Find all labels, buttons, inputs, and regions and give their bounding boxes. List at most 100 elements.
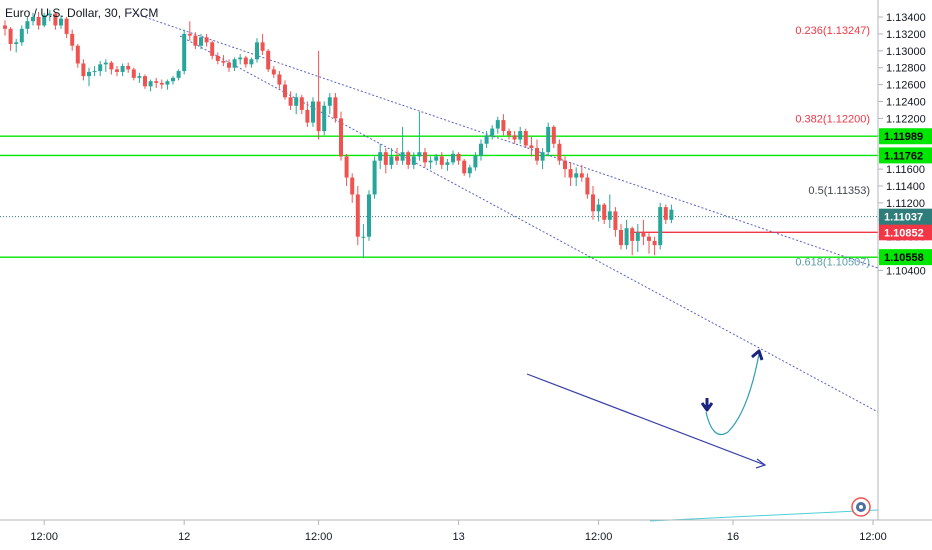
candle-body	[635, 232, 640, 241]
candle-body	[630, 228, 635, 241]
candle-body	[658, 207, 663, 246]
candle-body	[591, 194, 595, 212]
x-tick-label: 12:00	[305, 531, 333, 543]
candle-body	[171, 77, 175, 82]
price-axis-bg[interactable]	[878, 0, 932, 550]
y-tick-label: 1.10400	[886, 266, 926, 278]
candle-body	[53, 13, 58, 26]
x-tick-label: 16	[727, 531, 739, 543]
candle-body	[59, 18, 63, 26]
y-tick-label: 1.12800	[886, 63, 926, 75]
candle-body	[159, 82, 164, 85]
candle-body	[98, 64, 103, 72]
candle-body	[439, 156, 444, 165]
candle-body	[507, 131, 511, 136]
candle-body	[210, 42, 215, 56]
settings-icon[interactable]	[851, 497, 871, 517]
projection-arrowhead	[751, 349, 764, 361]
candle-body	[243, 57, 248, 65]
projection-curve[interactable]	[705, 353, 760, 436]
fib-label: 0.382(1.12200)	[795, 113, 870, 125]
candle-body	[647, 236, 651, 241]
candle-body	[109, 62, 114, 70]
candle-body	[456, 153, 461, 161]
candle-body	[115, 69, 119, 72]
candle-body	[271, 69, 276, 75]
candle-body	[518, 131, 523, 140]
candle-body	[283, 84, 287, 98]
y-tick-label: 1.13400	[886, 12, 926, 24]
fib-label: 0.5(1.11353)	[808, 185, 870, 197]
candle-body	[529, 145, 534, 148]
candle-body	[36, 17, 41, 26]
candle-body	[596, 204, 601, 212]
candle-body	[3, 25, 7, 29]
candle-body	[232, 59, 237, 68]
candle-body	[8, 28, 13, 45]
candle-body	[501, 120, 506, 132]
candle-body	[434, 156, 439, 161]
candle-body	[103, 62, 108, 65]
candle-body	[551, 126, 556, 144]
candle-body	[563, 160, 567, 170]
candle-body	[423, 152, 427, 163]
y-tick-label: 1.11200	[886, 198, 925, 210]
candle-body	[333, 97, 338, 119]
y-tick-label: 1.12600	[886, 80, 926, 92]
candle-body	[512, 135, 517, 140]
x-tick-label: 12:00	[859, 531, 887, 543]
candle-body	[137, 76, 142, 78]
candle-body	[154, 81, 159, 83]
candle-body	[165, 81, 170, 85]
x-tick-label: 12:00	[585, 531, 613, 543]
bottom-teal-trendline[interactable]	[649, 509, 879, 522]
candle-body	[255, 42, 259, 60]
candle-body	[479, 143, 483, 156]
candle-body	[378, 152, 383, 161]
candle-body	[70, 33, 75, 46]
candle-body	[322, 105, 327, 132]
candle-body	[42, 15, 47, 26]
current-price-tag	[879, 208, 932, 225]
horizontal-lines-layer	[0, 135, 878, 258]
candle-body	[652, 240, 657, 246]
candle-body	[14, 42, 19, 45]
price-tags-layer: 1.11989 1.11762 1.10558 1.10852 1.11037	[879, 128, 932, 266]
candle-body	[445, 162, 450, 165]
candle-body	[367, 194, 371, 237]
candle-body	[47, 13, 52, 16]
current-price-tag-label: 1.11037	[884, 212, 923, 224]
time-axis[interactable]: 12:00 12 12:00 13 12:00 16 12:00	[30, 520, 887, 543]
candle-body	[131, 69, 136, 78]
candle-body	[406, 152, 411, 165]
candle-body	[473, 155, 478, 168]
price-tag	[879, 224, 932, 241]
plot-area[interactable]	[0, 0, 878, 520]
candle-body	[467, 167, 472, 174]
candle-body	[417, 152, 422, 157]
candle-body	[641, 232, 646, 237]
candle-body	[193, 35, 198, 46]
trendline-lower[interactable]	[526, 373, 766, 466]
candle-body	[75, 45, 80, 64]
x-tick-label: 12	[178, 531, 190, 543]
candle-body	[669, 209, 674, 220]
candle-body	[299, 97, 304, 110]
candle-body	[31, 17, 35, 22]
candle-body	[227, 62, 231, 68]
candle-body	[199, 37, 203, 46]
candle-body	[546, 126, 551, 153]
candle-body	[568, 169, 573, 178]
candle-body	[495, 120, 500, 129]
candle-body	[395, 156, 399, 161]
price-tag-label: 1.11762	[884, 150, 923, 162]
candle-body	[389, 156, 394, 165]
symbol-title: Euro / U.S. Dollar, 30, FXCM	[5, 6, 158, 20]
y-tick-label: 1.12200	[886, 113, 926, 125]
price-tag	[879, 249, 932, 266]
candle-body	[182, 33, 187, 72]
price-tag-label: 1.10558	[884, 252, 924, 264]
candle-body	[120, 66, 125, 72]
price-tag	[879, 147, 932, 164]
